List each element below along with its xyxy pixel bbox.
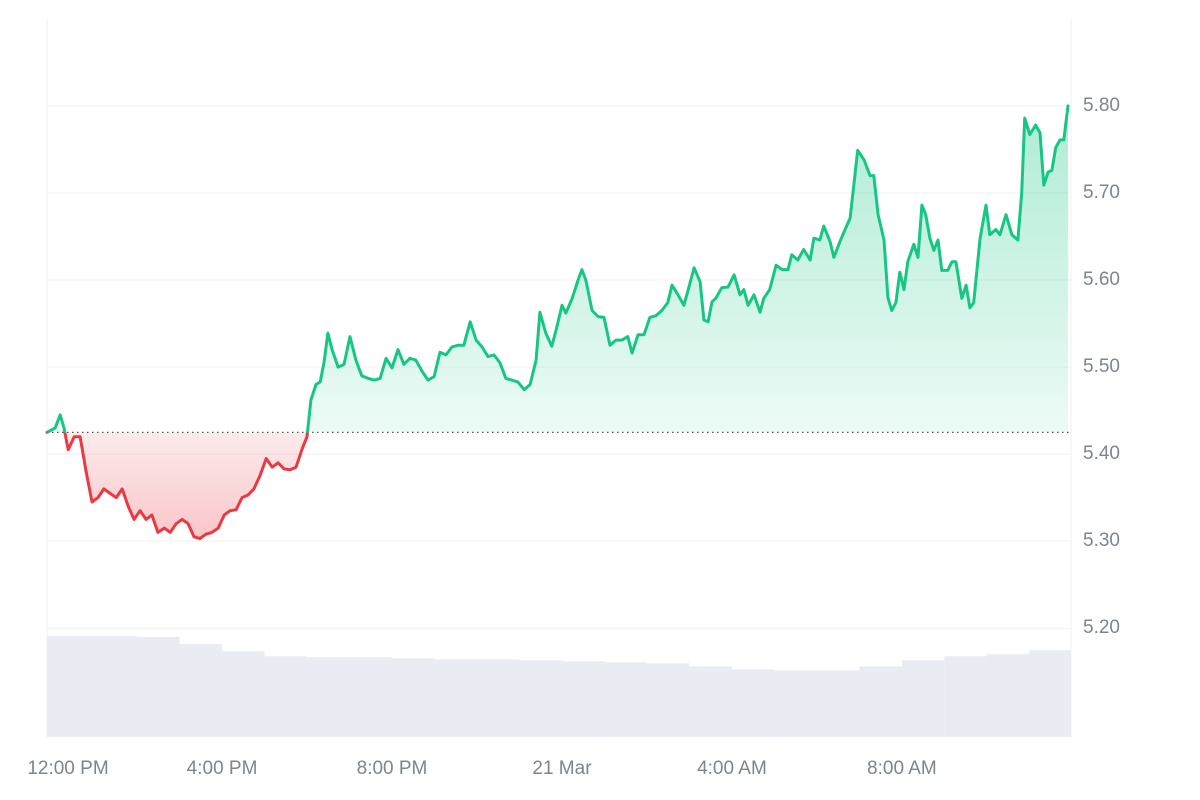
volume-bar [519,660,562,737]
y-tick-label: 5.80 [1083,95,1120,116]
volume-bar [689,666,732,737]
volume-bar [774,670,817,737]
price-line [45,104,1070,540]
y-tick-label: 5.30 [1083,530,1120,551]
volume-bar [944,656,987,737]
area-up [47,105,1069,433]
y-tick-label: 5.60 [1083,269,1120,290]
x-tick-label: 4:00 PM [187,758,258,779]
volume-bar [816,670,860,737]
volume-bar [731,669,775,737]
volume-bar [646,663,690,737]
volume-bar [901,660,945,737]
volume-bar [392,658,435,737]
x-tick-label: 8:00 AM [867,758,937,779]
x-tick-label: 8:00 PM [357,758,428,779]
area-down [47,432,1069,539]
volume-bar [307,657,350,737]
x-tick-label: 12:00 PM [27,758,108,779]
volume-bar [137,637,180,737]
y-tick-label: 5.40 [1083,443,1120,464]
y-tick-label: 5.50 [1083,356,1120,377]
volume-bar [561,661,605,737]
volume-bar [349,657,393,737]
volume-bar [179,644,223,737]
volume-bar [434,659,477,737]
y-tick-label: 5.20 [1083,617,1120,638]
volume-bar [94,636,138,737]
volume-bar [47,636,95,737]
x-tick-label: 21 Mar [532,758,592,779]
volume-bar [604,662,647,737]
volume-bar [476,659,520,737]
volume-bar [222,651,265,737]
volume-bar [986,654,1030,737]
x-tick-label: 4:00 AM [697,758,767,779]
volume-bar [1029,650,1071,737]
volume-bar [264,656,308,737]
volume-bar [859,666,902,737]
y-tick-label: 5.70 [1083,182,1120,203]
